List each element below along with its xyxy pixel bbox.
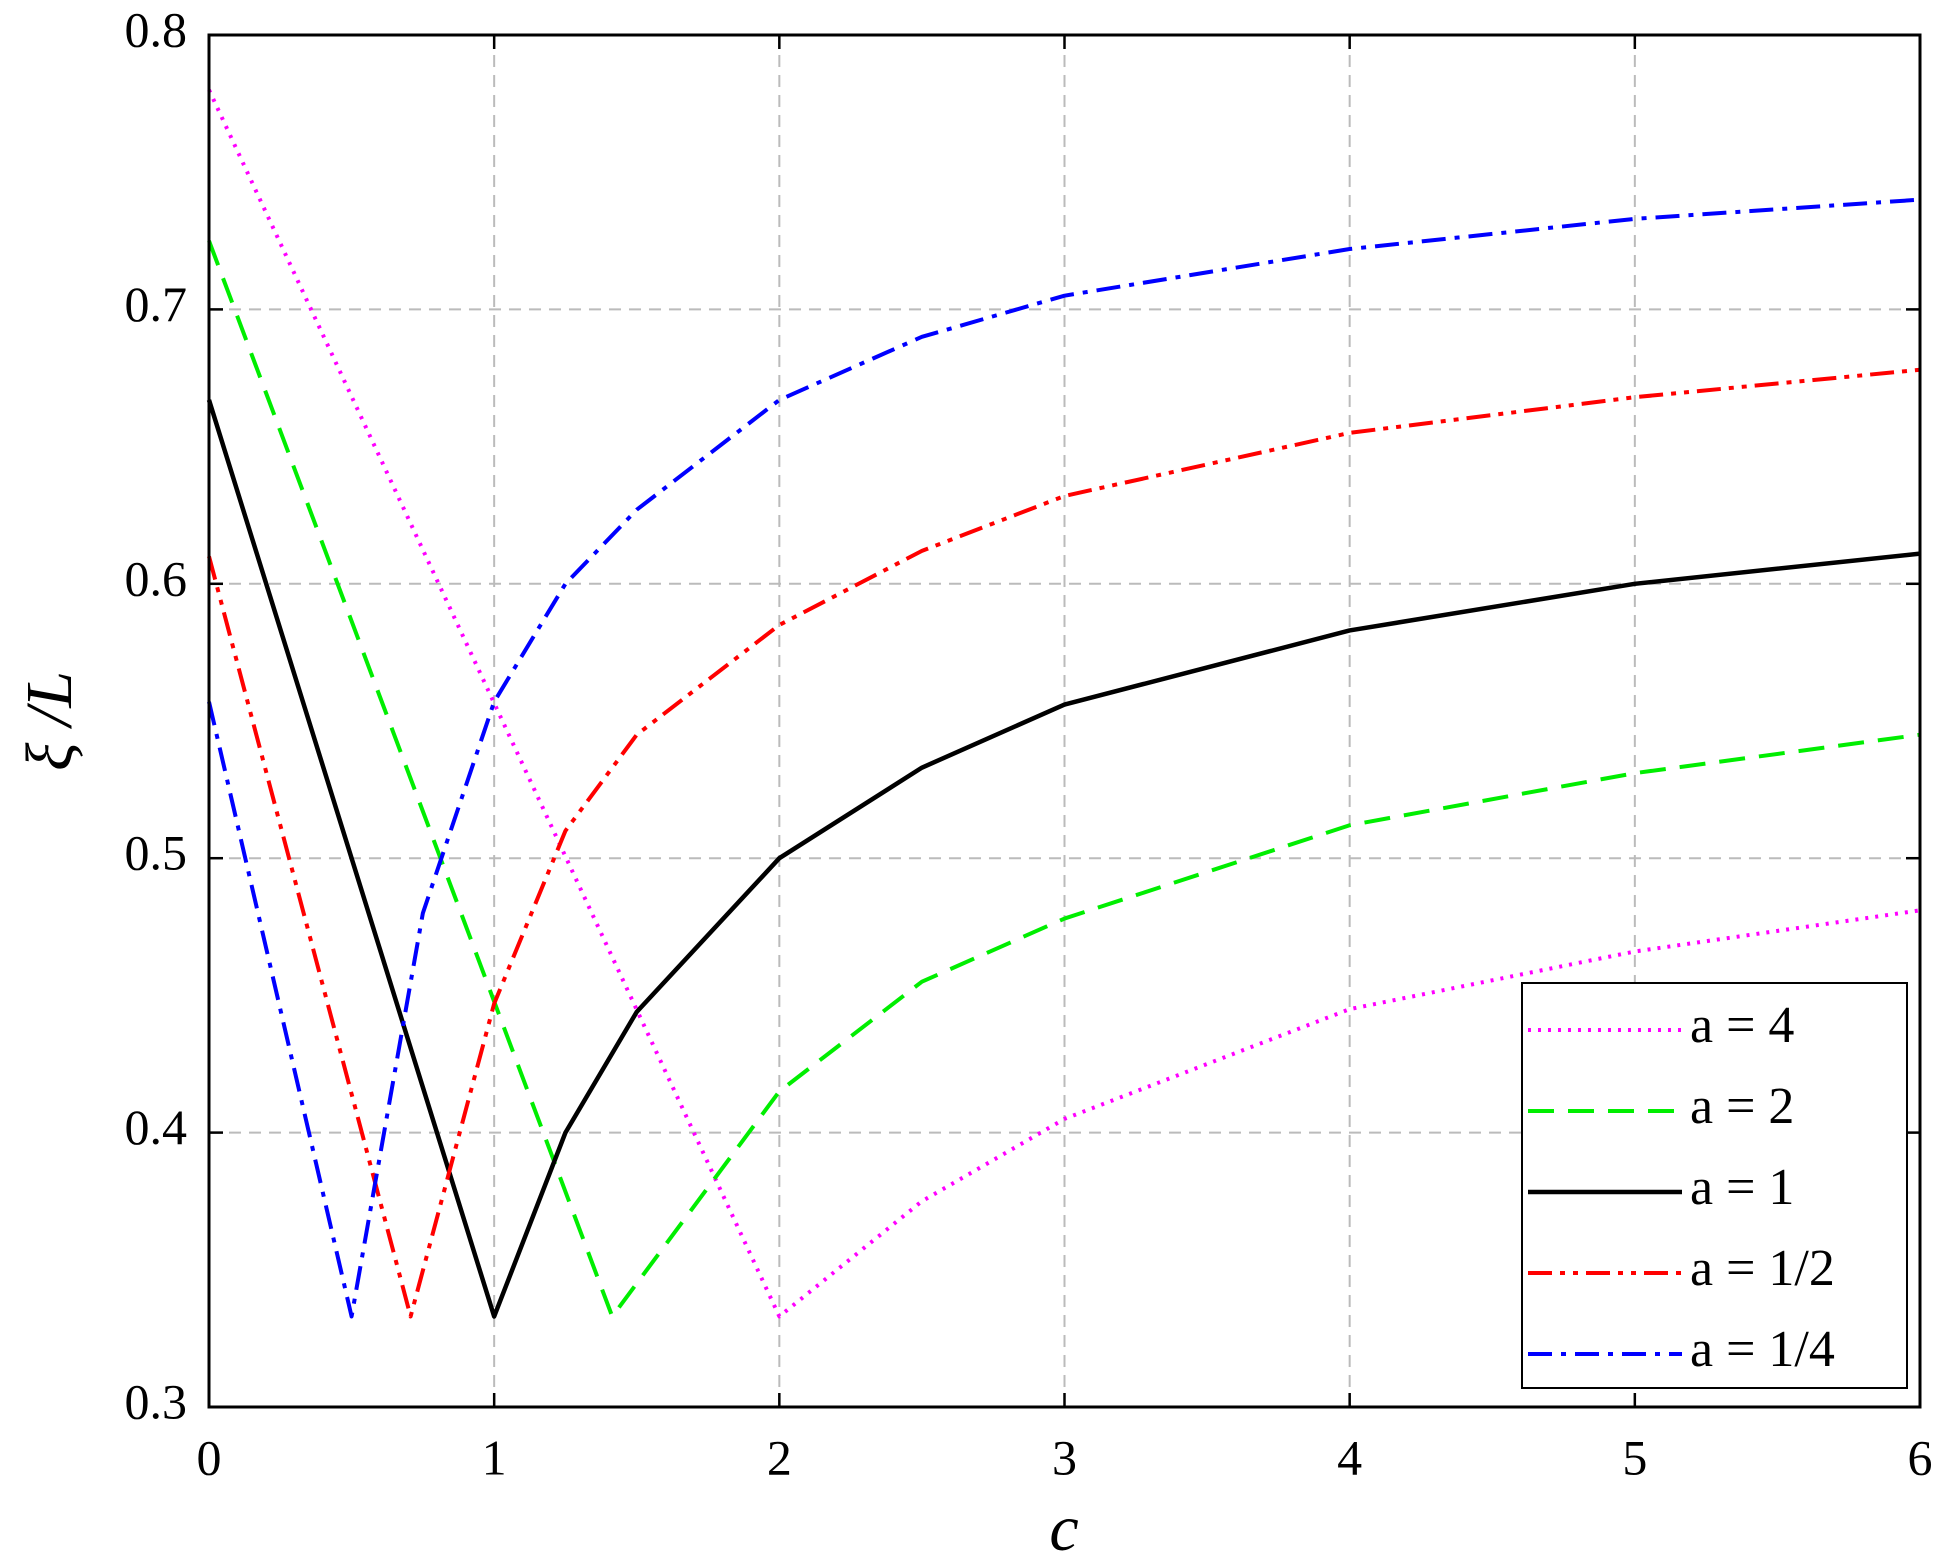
x-tick-label: 1 <box>482 1429 507 1485</box>
line-series <box>207 367 1921 1319</box>
legend-label: a = 4 <box>1690 997 1794 1054</box>
legend-label: a = 1/4 <box>1690 1321 1835 1378</box>
x-axis-label: c <box>1049 1492 1078 1565</box>
y-tick-label: 0.5 <box>125 825 188 881</box>
y-tick-label: 0.7 <box>125 276 188 332</box>
legend-label: a = 2 <box>1690 1078 1794 1135</box>
legend-box <box>1521 982 1908 1389</box>
x-tick-label: 3 <box>1052 1429 1077 1485</box>
line-series <box>206 399 1921 1319</box>
x-tick-label: 5 <box>1622 1429 1647 1485</box>
line-series <box>207 240 1921 1319</box>
legend-label: a = 1/2 <box>1690 1240 1835 1297</box>
y-tick-label: 0.8 <box>125 1 188 57</box>
line-series <box>207 89 1921 1319</box>
plot-frame <box>207 33 1922 1409</box>
y-tick-label: 0.4 <box>125 1099 188 1155</box>
line-series <box>207 197 1921 1319</box>
y-tick-label: 0.6 <box>125 550 188 606</box>
y-axis-label: ξ /L <box>13 671 86 771</box>
x-tick-label: 4 <box>1337 1429 1362 1485</box>
y-tick-label: 0.3 <box>125 1373 188 1429</box>
x-tick-label: 2 <box>767 1429 792 1485</box>
legend-label: a = 1 <box>1690 1159 1794 1216</box>
x-tick-label: 0 <box>197 1429 222 1485</box>
x-tick-label: 6 <box>1908 1429 1933 1485</box>
